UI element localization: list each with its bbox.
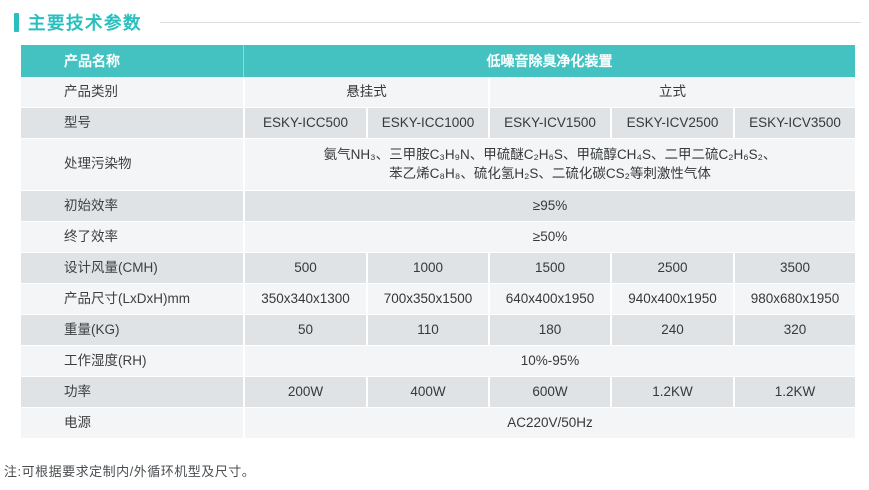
power-cell: 1.2KW [733,377,856,408]
row-label: 电源 [21,408,243,439]
row-label: 初始效率 [21,191,243,222]
row-label: 工作湿度(RH) [21,346,243,377]
category-vertical-cell: 立式 [488,77,856,108]
row-humidity: 工作湿度(RH) 10%-95% [21,346,856,377]
dimensions-cell: 700x350x1500 [366,284,488,315]
row-label: 处理污染物 [21,139,243,191]
model-cell: ESKY-ICV1500 [488,108,610,139]
pollutants-cell: 氨气NH₃、三甲胺C₃H₉N、甲硫醚C₂H₆S、甲硫醇CH₄S、二甲二硫C₂H₆… [243,139,856,191]
airflow-cell: 500 [243,253,366,284]
weight-cell: 180 [488,315,610,346]
airflow-cell: 2500 [610,253,733,284]
row-label: 重量(KG) [21,315,243,346]
model-cell: ESKY-ICV2500 [610,108,733,139]
model-cell: ESKY-ICC1000 [366,108,488,139]
power-cell: 200W [243,377,366,408]
pollutants-line-1: 氨气NH₃、三甲胺C₃H₉N、甲硫醚C₂H₆S、甲硫醇CH₄S、二甲二硫C₂H₆… [323,147,777,163]
category-hanging-cell: 悬挂式 [243,77,488,108]
row-label: 终了效率 [21,222,243,253]
model-cell: ESKY-ICV3500 [733,108,856,139]
title-divider-line [160,22,861,23]
weight-cell: 240 [610,315,733,346]
spec-table: 产品名称 低噪音除臭净化装置 产品类别 悬挂式 立式 型号 ESKY-ICC50… [21,45,856,439]
airflow-cell: 1000 [366,253,488,284]
airflow-cell: 3500 [733,253,856,284]
dimensions-cell: 980x680x1950 [733,284,856,315]
weight-cell: 320 [733,315,856,346]
row-label: 型号 [21,108,243,139]
header-product-title: 低噪音除臭净化装置 [243,45,856,77]
row-pollutants: 处理污染物 氨气NH₃、三甲胺C₃H₉N、甲硫醚C₂H₆S、甲硫醇CH₄S、二甲… [21,139,856,191]
dimensions-cell: 350x340x1300 [243,284,366,315]
row-weight: 重量(KG) 50 110 180 240 320 [21,315,856,346]
row-initial-efficiency: 初始效率 ≥95% [21,191,856,222]
row-model: 型号 ESKY-ICC500 ESKY-ICC1000 ESKY-ICV1500… [21,108,856,139]
footnote: 注:可根据要求定制内/外循环机型及尺寸。 [4,464,256,479]
humidity-cell: 10%-95% [243,346,856,377]
row-final-efficiency: 终了效率 ≥50% [21,222,856,253]
section-title-row: 主要技术参数 [0,0,869,34]
row-label: 功率 [21,377,243,408]
pollutants-line-2: 苯乙烯C₈H₈、硫化氢H₂S、二硫化碳CS₂等刺激性气体 [389,165,711,181]
table-header-row: 产品名称 低噪音除臭净化装置 [21,45,856,77]
page-title: 主要技术参数 [28,13,142,33]
final-efficiency-cell: ≥50% [243,222,856,253]
power-supply-cell: AC220V/50Hz [243,408,856,439]
row-label: 产品类别 [21,77,243,108]
weight-cell: 50 [243,315,366,346]
row-dimensions: 产品尺寸(LxDxH)mm 350x340x1300 700x350x1500 … [21,284,856,315]
header-product-name: 产品名称 [21,45,243,77]
power-cell: 1.2KW [610,377,733,408]
power-cell: 400W [366,377,488,408]
row-power: 功率 200W 400W 600W 1.2KW 1.2KW [21,377,856,408]
weight-cell: 110 [366,315,488,346]
airflow-cell: 1500 [488,253,610,284]
row-category: 产品类别 悬挂式 立式 [21,77,856,108]
initial-efficiency-cell: ≥95% [243,191,856,222]
row-airflow: 设计风量(CMH) 500 1000 1500 2500 3500 [21,253,856,284]
dimensions-cell: 640x400x1950 [488,284,610,315]
model-cell: ESKY-ICC500 [243,108,366,139]
dimensions-cell: 940x400x1950 [610,284,733,315]
row-label: 设计风量(CMH) [21,253,243,284]
row-power-supply: 电源 AC220V/50Hz [21,408,856,439]
row-label: 产品尺寸(LxDxH)mm [21,284,243,315]
title-accent-bar [14,13,19,32]
power-cell: 600W [488,377,610,408]
